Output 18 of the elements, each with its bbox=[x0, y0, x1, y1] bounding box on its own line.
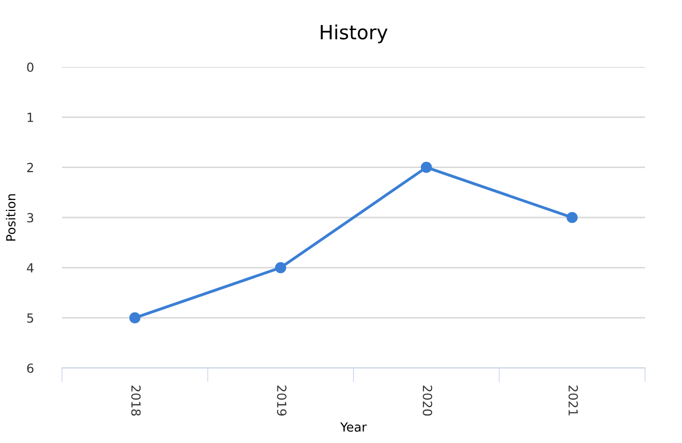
x-tick-label: 2020 bbox=[422, 386, 432, 416]
y-tick-label: 1 bbox=[28, 112, 34, 122]
y-tick-label: 2 bbox=[27, 162, 33, 172]
y-tick-label: 4 bbox=[26, 263, 34, 272]
y-tick-label: 3 bbox=[27, 212, 34, 222]
point bbox=[129, 312, 140, 324]
x-tick-label: 2021 bbox=[568, 386, 578, 416]
x-axis-title: Year bbox=[340, 422, 367, 432]
x-tick-label: 2019 bbox=[277, 386, 286, 416]
y-tick-label: 0 bbox=[27, 62, 34, 72]
y-axis-title: Position bbox=[6, 194, 16, 241]
y-tick-label: 5 bbox=[27, 313, 34, 323]
point bbox=[275, 262, 286, 274]
point bbox=[566, 212, 578, 224]
chart-title: History bbox=[320, 24, 388, 44]
x-tick-label: 2018 bbox=[131, 386, 141, 416]
point bbox=[420, 162, 432, 173]
y-tick-label: 6 bbox=[27, 363, 34, 373]
